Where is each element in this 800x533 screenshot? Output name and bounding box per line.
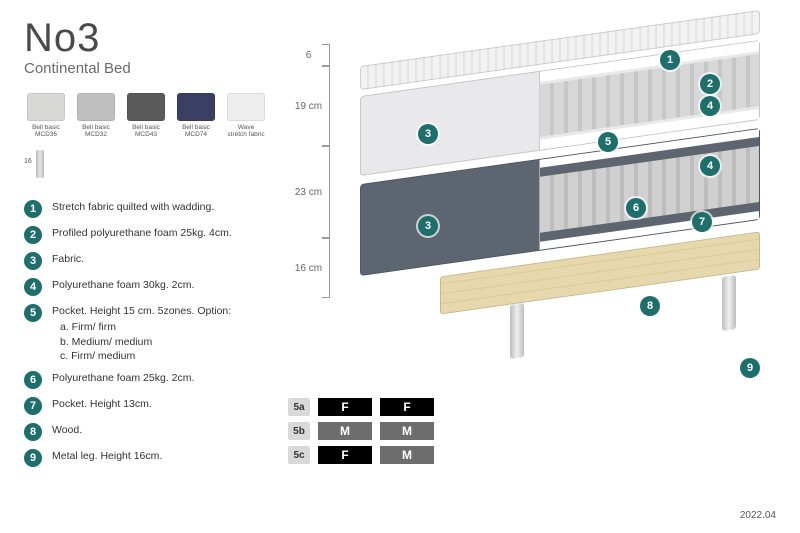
firmness-badge: 5a: [288, 398, 310, 416]
firmness-cell: M: [380, 422, 434, 440]
diagram-callout: 3: [418, 124, 438, 144]
diagram-callout: 6: [626, 198, 646, 218]
diagram-callout: 2: [700, 74, 720, 94]
legend-marker: 1: [24, 200, 42, 218]
swatch-label: Wavestretch fabric: [227, 124, 264, 138]
legend-item: 5 Pocket. Height 15 cm. 5zones. Option:a.…: [24, 304, 294, 363]
legend-text: Polyurethane foam 30kg. 2cm.: [52, 278, 194, 292]
legend-marker: 5: [24, 304, 42, 322]
firmness-badge: 5c: [288, 446, 310, 464]
legend-marker: 7: [24, 397, 42, 415]
firmness-cell: F: [318, 446, 372, 464]
legend-marker: 2: [24, 226, 42, 244]
legend-text: Wood.: [52, 423, 82, 437]
fabric-swatch: Bell basicMCD43: [124, 93, 168, 138]
legend-subitem: a. Firm/ firm: [60, 320, 231, 334]
firmness-cell: F: [380, 398, 434, 416]
leg-thumb-label: 16: [24, 158, 32, 165]
legend-item: 1 Stretch fabric quilted with wadding.: [24, 200, 294, 218]
diagram-callout: 4: [700, 96, 720, 116]
swatch-label: Bell basicMCD36: [32, 124, 60, 138]
swatch-color: [27, 93, 65, 121]
legend-item: 3 Fabric.: [24, 252, 294, 270]
legend-item: 6 Polyurethane foam 25kg. 2cm.: [24, 371, 294, 389]
legend-marker: 4: [24, 278, 42, 296]
dimension-label: 19 cm: [288, 66, 330, 146]
legend-text: Metal leg. Height 16cm.: [52, 449, 162, 463]
legend-item: 9 Metal leg. Height 16cm.: [24, 449, 294, 467]
swatch-color: [177, 93, 215, 121]
legend-marker: 3: [24, 252, 42, 270]
firmness-cell: M: [318, 422, 372, 440]
dimension-label: 16 cm: [288, 238, 330, 298]
firmness-cell: M: [380, 446, 434, 464]
legend-marker: 8: [24, 423, 42, 441]
swatch-label: Bell basicMCD43: [132, 124, 160, 138]
fabric-swatch: Bell basicMCD36: [24, 93, 68, 138]
swatch-label: Bell basicMCD32: [82, 124, 110, 138]
fabric-swatch: Wavestretch fabric: [224, 93, 268, 138]
diagram-callout: 4: [700, 156, 720, 176]
diagram-callout: 8: [640, 296, 660, 316]
swatch-color: [227, 93, 265, 121]
legend-text: Fabric.: [52, 252, 84, 266]
legend-marker: 9: [24, 449, 42, 467]
firmness-row: 5a FF: [288, 398, 434, 416]
metal-leg: [722, 275, 736, 331]
legend-item: 8 Wood.: [24, 423, 294, 441]
diagram-callout: 5: [598, 132, 618, 152]
revision-date: 2022.04: [740, 510, 776, 521]
legend-text: Stretch fabric quilted with wadding.: [52, 200, 214, 214]
legend-item: 2 Profiled polyurethane foam 25kg. 4cm.: [24, 226, 294, 244]
legend-subitem: b. Medium/ medium: [60, 335, 231, 349]
firmness-options-table: 5aFF5bMM5cFM: [288, 398, 434, 470]
firmness-badge: 5b: [288, 422, 310, 440]
bed-diagram: 619 cm23 cm16 cm 12345436789: [288, 10, 788, 440]
firmness-row: 5c FM: [288, 446, 434, 464]
diagram-callout: 3: [418, 216, 438, 236]
fabric-swatch: Bell basicMCD74: [174, 93, 218, 138]
legend-subitem: c. Firm/ medium: [60, 349, 231, 363]
firmness-row: 5b MM: [288, 422, 434, 440]
diagram-callout: 9: [740, 358, 760, 378]
swatch-color: [77, 93, 115, 121]
firmness-cell: F: [318, 398, 372, 416]
leg-height-thumb: 16: [24, 148, 54, 182]
legend-item: 4 Polyurethane foam 30kg. 2cm.: [24, 278, 294, 296]
dimension-label: 6: [288, 44, 330, 66]
swatch-color: [127, 93, 165, 121]
legend-marker: 6: [24, 371, 42, 389]
dimension-label: 23 cm: [288, 146, 330, 238]
legend-text: Profiled polyurethane foam 25kg. 4cm.: [52, 226, 232, 240]
fabric-swatch: Bell basicMCD32: [74, 93, 118, 138]
swatch-label: Bell basicMCD74: [182, 124, 210, 138]
metal-leg: [510, 303, 524, 359]
diagram-callout: 1: [660, 50, 680, 70]
legend-text: Polyurethane foam 25kg. 2cm.: [52, 371, 194, 385]
legend-item: 7 Pocket. Height 13cm.: [24, 397, 294, 415]
legend-text: Pocket. Height 15 cm. 5zones. Option:a. …: [52, 304, 231, 363]
diagram-callout: 7: [692, 212, 712, 232]
legend-text: Pocket. Height 13cm.: [52, 397, 152, 411]
